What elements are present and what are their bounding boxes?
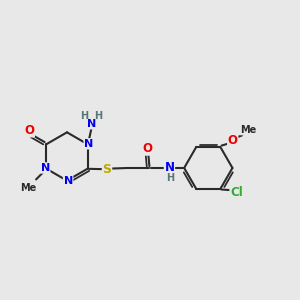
Text: Me: Me	[241, 125, 257, 135]
Text: H: H	[167, 173, 175, 183]
Text: S: S	[103, 163, 112, 176]
Text: Me: Me	[20, 183, 36, 193]
Text: N: N	[40, 163, 50, 173]
Text: H: H	[80, 111, 88, 121]
Text: O: O	[142, 142, 153, 155]
Text: Cl: Cl	[230, 187, 243, 200]
Text: N: N	[164, 161, 174, 175]
Text: N: N	[87, 119, 96, 129]
Text: O: O	[24, 124, 34, 137]
Text: N: N	[84, 139, 93, 149]
Text: H: H	[94, 111, 102, 121]
Text: O: O	[228, 134, 238, 147]
Text: N: N	[64, 176, 73, 186]
